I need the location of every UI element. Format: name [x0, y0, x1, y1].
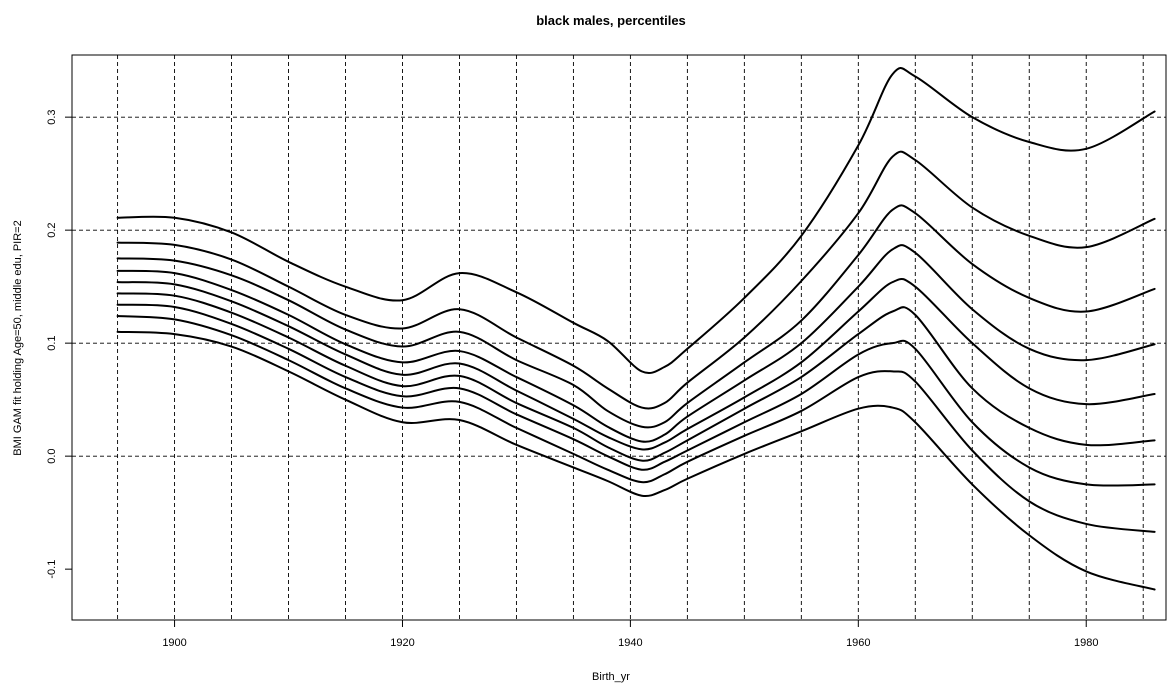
x-axis: 1900 1920 1940 1960 1980 [162, 620, 1098, 649]
y-tick-label: 0.0 [46, 449, 58, 464]
chart-title: black males, percentiles [536, 13, 686, 28]
series-group [116, 67, 1156, 591]
x-tick-label: 1900 [162, 637, 186, 649]
x-tick-label: 1980 [1074, 637, 1098, 649]
y-tick-label: 0.3 [46, 110, 58, 125]
x-tick-label: 1960 [846, 637, 870, 649]
series-line-4 [116, 292, 1156, 462]
series-line-7 [116, 204, 1156, 429]
plot-frame [71, 54, 1167, 621]
y-tick-label: 0.2 [46, 223, 58, 238]
y-tick-label: 0.1 [46, 336, 58, 351]
series-line-5 [116, 278, 1156, 451]
y-tick-label: -0.1 [46, 560, 58, 579]
series-line-2 [116, 315, 1156, 533]
series-line-3 [116, 303, 1156, 487]
grid [72, 55, 1166, 620]
series-line-9 [116, 67, 1156, 375]
series-line-6 [116, 244, 1156, 443]
series-line-1 [116, 330, 1156, 591]
y-axis: -0.1 0.0 0.1 0.2 0.3 [46, 110, 72, 579]
x-tick-label: 1940 [618, 637, 642, 649]
x-tick-label: 1920 [390, 637, 414, 649]
x-axis-label: Birth_yr [592, 671, 630, 683]
series-line-8 [116, 150, 1156, 410]
y-axis-label: BMI GAM fit holding Age=50, middle edu, … [12, 220, 24, 455]
